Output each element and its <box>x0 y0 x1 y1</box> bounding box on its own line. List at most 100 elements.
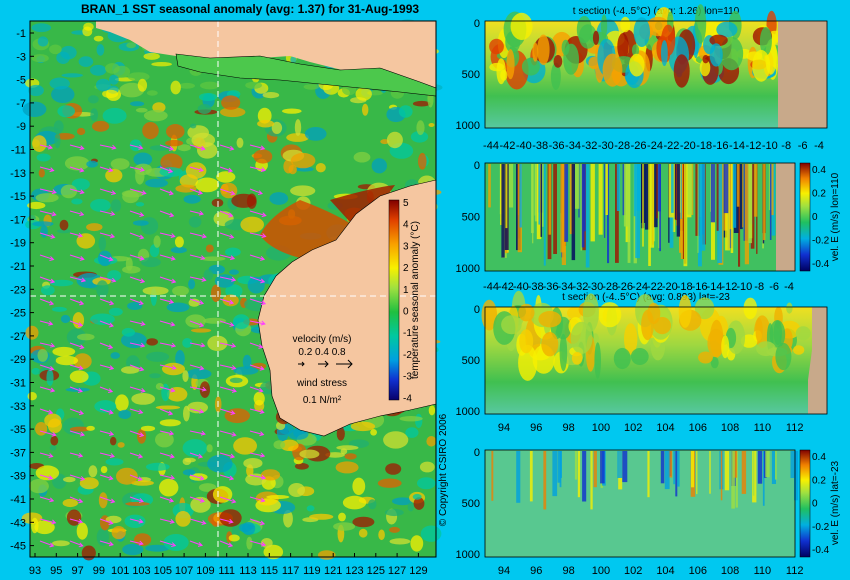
map-anomaly-patch <box>81 545 96 561</box>
section-x-tick-label: 108 <box>721 422 739 434</box>
map-anomaly-patch <box>371 158 387 174</box>
map-anomaly-patch <box>76 233 96 249</box>
section-anomaly-patch <box>506 49 515 80</box>
map-anomaly-patch <box>355 87 372 101</box>
section-colorbar-tick: -0.4 <box>812 259 830 270</box>
section-velocity-stripe <box>505 164 508 229</box>
wind-arrow <box>249 364 265 371</box>
section-x-tick-label: -38 <box>532 140 548 152</box>
wind-arrow <box>189 254 206 261</box>
map-x-tick-label: 107 <box>175 565 193 577</box>
section-y-tick-label: 1000 <box>456 120 480 132</box>
section-colorbar-tick: 0 <box>812 499 818 510</box>
section-x-tick-label: -26 <box>631 140 647 152</box>
map-anomaly-patch <box>384 508 404 517</box>
map-anomaly-patch <box>25 325 39 340</box>
wind-arrow <box>219 144 235 151</box>
map-anomaly-patch <box>51 86 75 103</box>
map-anomaly-patch <box>22 101 47 118</box>
map-anomaly-patch <box>407 502 414 512</box>
section-velocity-stripe <box>717 164 723 263</box>
map-anomaly-patch <box>221 95 241 110</box>
section-velocity-stripe <box>541 164 544 227</box>
wind-arrow <box>129 386 146 393</box>
section-anomaly-patch <box>752 49 771 82</box>
map-anomaly-patch <box>245 81 262 89</box>
wind-arrow <box>129 452 144 459</box>
section-x-tick-label: 108 <box>721 565 739 577</box>
map-anomaly-patch <box>417 477 436 490</box>
wind-arrow <box>99 364 115 371</box>
section-anomaly-patch <box>521 57 540 76</box>
section-velocity-stripe <box>757 451 763 484</box>
map-anomaly-patch <box>62 498 78 508</box>
wind-arrow <box>249 452 266 458</box>
map-anomaly-patch <box>233 437 257 455</box>
map-anomaly-patch <box>269 192 289 205</box>
section-anomaly-patch <box>489 62 505 72</box>
section4-y-axis: 0 500 1000 <box>456 447 480 561</box>
wind-arrow <box>39 540 55 548</box>
section-velocity-stripe <box>763 451 767 478</box>
section-velocity-stripe <box>660 451 665 484</box>
map-anomaly-patch <box>245 473 267 486</box>
section-y-tick-label: 0 <box>474 160 480 172</box>
section-anomaly-patch <box>594 342 601 379</box>
map-anomaly-patch <box>188 279 196 290</box>
map-y-tick-label: -33 <box>10 401 26 413</box>
section-velocity-stripe <box>590 164 595 242</box>
section-velocity-stripe <box>617 451 623 478</box>
wind-arrow <box>159 474 175 480</box>
map-y-tick-label: -27 <box>10 331 26 343</box>
wind-arrow <box>159 540 177 548</box>
map-anomaly-patch <box>220 183 229 195</box>
wind-arrow <box>39 474 54 481</box>
map-anomaly-patch <box>35 193 59 203</box>
wind-arrow <box>159 386 176 393</box>
section-x-tick-label: -18 <box>696 140 712 152</box>
map-y-tick-label: -31 <box>10 378 26 390</box>
map-anomaly-patch <box>266 495 290 499</box>
map-anomaly-patch <box>146 90 158 96</box>
map-anomaly-patch <box>38 168 45 178</box>
map-anomaly-patch <box>118 409 132 419</box>
map-anomaly-patch <box>116 467 138 485</box>
map-x-tick-label: 117 <box>282 565 300 577</box>
section4-velocity-stripes <box>491 451 799 510</box>
wind-arrow <box>159 408 174 416</box>
section-anomaly-patch <box>633 17 650 47</box>
section-velocity-stripe <box>648 164 651 266</box>
wind-arrow <box>219 298 235 305</box>
map-anomaly-patch <box>399 416 423 422</box>
wind-arrow <box>249 518 266 526</box>
map-anomaly-patch <box>110 436 117 446</box>
section-velocity-stripe <box>623 164 629 227</box>
map-y-tick-label: -17 <box>10 214 26 226</box>
section-x-tick-label: 96 <box>530 565 542 577</box>
section-velocity-stripe <box>501 164 505 258</box>
section-velocity-stripe <box>532 164 534 244</box>
section2-colorbar: 0.4 0.2 0 -0.2 -0.4 vel. E (m/s) lon=110 <box>799 162 841 272</box>
section-velocity-stripe <box>769 164 772 240</box>
map-colorbar-tick: -2 <box>403 350 412 361</box>
section-anomaly-patch <box>537 34 550 66</box>
section-x-tick-label: 100 <box>592 422 610 434</box>
map-anomaly-patch <box>110 158 130 170</box>
wind-arrow <box>69 430 85 437</box>
map-anomaly-patch <box>27 392 37 401</box>
map-anomaly-patch <box>175 511 191 527</box>
section-velocity-stripe <box>581 164 585 248</box>
wind-arrow <box>69 188 85 195</box>
section-velocity-stripe <box>538 164 540 225</box>
wind-arrow <box>159 254 176 261</box>
map-x-tick-label: 101 <box>111 565 129 577</box>
map-anomaly-patch <box>153 235 161 248</box>
map-anomaly-patch <box>121 327 135 337</box>
section-velocity-stripe <box>664 451 670 490</box>
map-anomaly-patch <box>54 132 61 149</box>
map-anomaly-patch <box>49 44 62 55</box>
map-anomaly-patch <box>233 366 259 375</box>
section-x-tick-label: -38 <box>528 281 544 293</box>
map-anomaly-patch <box>71 178 90 191</box>
wind-arrow <box>129 298 144 306</box>
